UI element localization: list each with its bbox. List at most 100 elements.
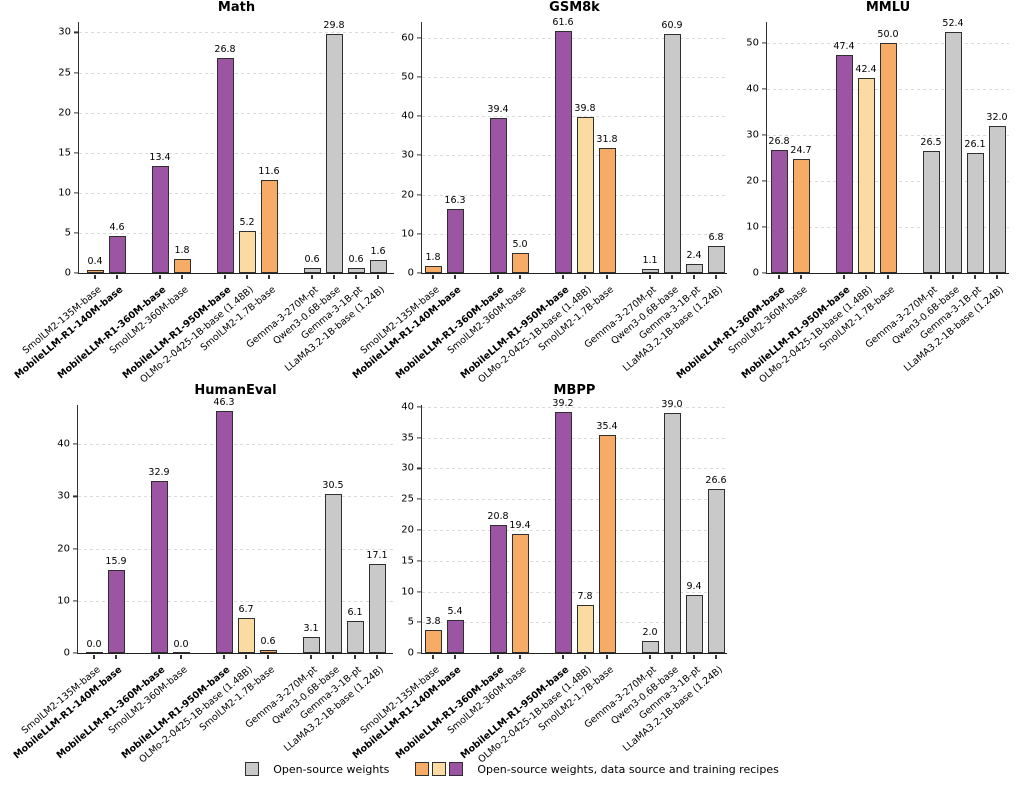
grid-line xyxy=(422,194,727,196)
bar-value-label: 9.4 xyxy=(686,581,702,592)
x-axis-tick xyxy=(354,655,356,659)
y-axis-tick xyxy=(416,437,421,439)
bar-value-label: 42.4 xyxy=(855,64,877,75)
y-axis-tick-label: 30 xyxy=(746,129,759,141)
grid-line xyxy=(422,37,727,39)
x-axis-tick xyxy=(649,275,651,279)
legend-label: Open-source weights xyxy=(273,762,390,776)
y-axis-tick-label: 60 xyxy=(401,32,414,44)
legend-swatch-orange xyxy=(415,762,430,776)
bar-Gemma-3-270M-pt xyxy=(641,641,659,653)
x-axis-tick xyxy=(671,275,673,279)
x-axis-tick xyxy=(268,275,270,279)
bar-Gemma-3-1B-pt xyxy=(685,264,703,273)
y-axis-tick-label: 30 xyxy=(401,462,414,474)
y-axis-tick-label: 10 xyxy=(57,595,70,607)
x-axis-tick xyxy=(606,275,608,279)
plot-area: HumanEval 0 10 20 30 40 0.0 SmolLM2-135M-base 15… xyxy=(12,383,393,765)
bar-OLMo-2-0425-1B-base (1.48B) xyxy=(857,78,875,273)
y-axis-tick-label: 5 xyxy=(407,616,414,628)
y-axis-tick xyxy=(761,272,766,274)
x-axis-tick xyxy=(376,655,378,659)
x-axis-tick xyxy=(693,275,695,279)
y-axis-tick-label: 40 xyxy=(401,110,414,122)
x-axis-tick xyxy=(158,655,160,659)
bar-value-label: 3.8 xyxy=(425,616,441,627)
bar-value-label: 26.6 xyxy=(705,475,727,486)
bar-value-label: 6.8 xyxy=(708,232,724,243)
bar-Qwen3-0.6B-base xyxy=(944,32,962,273)
chart-mmlu: MMLU 0 10 20 30 40 50 26.8 MobileLLM-R1-360M-bas… xyxy=(675,0,1009,385)
bar-value-label: 26.1 xyxy=(964,139,986,150)
x-axis-tick xyxy=(693,655,695,659)
bar-value-label: 24.7 xyxy=(790,145,812,156)
bar-value-label: 1.8 xyxy=(174,245,190,256)
bar-Qwen3-0.6B-base xyxy=(663,34,681,273)
legend-swatch-gray xyxy=(245,762,260,776)
x-axis-tick xyxy=(519,655,521,659)
bar-value-label: 52.4 xyxy=(942,18,964,29)
legend-swatch-purple xyxy=(449,762,464,776)
x-axis-tick xyxy=(715,275,717,279)
bar-value-label: 26.5 xyxy=(920,137,942,148)
y-axis-tick xyxy=(761,226,766,228)
y-axis-tick-label: 10 xyxy=(58,187,71,199)
bar-SmolLM2-135M-base xyxy=(86,270,104,273)
bar-MobileLLM-R1-950M-base xyxy=(835,55,853,273)
y-axis-tick-label: 30 xyxy=(58,26,71,38)
bar-MobileLLM-R1-140M-base xyxy=(446,209,464,273)
bar-Qwen3-0.6B-base xyxy=(324,494,342,653)
x-axis-tick xyxy=(377,275,379,279)
y-axis-tick xyxy=(416,194,421,196)
y-axis-tick-label: 25 xyxy=(58,67,71,78)
y-axis-tick-label: 10 xyxy=(401,586,414,597)
bar-Gemma-3-1B-pt xyxy=(347,268,365,273)
bar-SmolLM2-1.7B-base xyxy=(598,148,616,273)
x-axis-tick xyxy=(94,275,96,279)
grid-line xyxy=(422,591,727,593)
bar-value-label: 61.6 xyxy=(552,17,574,28)
chart-title: Math xyxy=(217,0,256,15)
bar-Gemma-3-1B-pt xyxy=(346,621,364,653)
y-axis-tick xyxy=(72,443,77,445)
y-axis-tick xyxy=(416,652,421,654)
bar-Gemma-3-270M-pt xyxy=(303,268,321,273)
bar-value-label: 0.6 xyxy=(260,636,276,647)
x-axis-tick xyxy=(454,655,456,659)
x-axis-tick xyxy=(930,275,932,279)
grid-line xyxy=(422,560,727,562)
y-axis-tick xyxy=(73,71,78,74)
y-axis-tick-label: 35 xyxy=(401,432,414,444)
grid-line xyxy=(79,232,394,234)
x-axis-tick xyxy=(311,275,313,279)
y-axis-tick xyxy=(416,154,421,156)
legend: Open-source weights Open-source weights,… xyxy=(0,758,1024,780)
x-axis-tick xyxy=(562,655,564,659)
chart-title: GSM8k xyxy=(549,0,600,15)
bar-MobileLLM-R1-360M-base xyxy=(770,150,788,273)
y-axis-tick-label: 30 xyxy=(401,149,414,161)
y-axis-tick xyxy=(761,88,766,90)
grid-line xyxy=(79,152,394,154)
chart-title: MMLU xyxy=(865,0,911,15)
bar-MobileLLM-R1-950M-base xyxy=(554,31,572,273)
x-axis-tick xyxy=(310,655,312,659)
y-axis-tick xyxy=(73,192,78,194)
bar-MobileLLM-R1-360M-base xyxy=(489,525,507,653)
bar-MobileLLM-R1-360M-base xyxy=(489,118,507,273)
bar-value-label: 2.0 xyxy=(642,627,658,638)
y-axis-tick xyxy=(416,272,421,274)
y-axis-tick xyxy=(416,560,421,562)
y-axis-tick-label: 10 xyxy=(401,228,414,240)
bar-value-label: 17.1 xyxy=(366,550,388,561)
x-axis-tick xyxy=(245,655,247,659)
x-axis-tick xyxy=(865,275,867,279)
bar-value-label: 29.8 xyxy=(323,20,345,31)
bar-LLaMA3.2-1B-base (1.24B) xyxy=(707,489,725,653)
bar-SmolLM2-360M-base xyxy=(511,253,529,273)
y-axis-tick xyxy=(416,233,421,235)
x-axis-tick xyxy=(115,655,117,659)
y-axis-tick xyxy=(73,272,78,274)
bar-SmolLM2-360M-base xyxy=(511,534,529,653)
x-axis-tick xyxy=(116,275,118,279)
